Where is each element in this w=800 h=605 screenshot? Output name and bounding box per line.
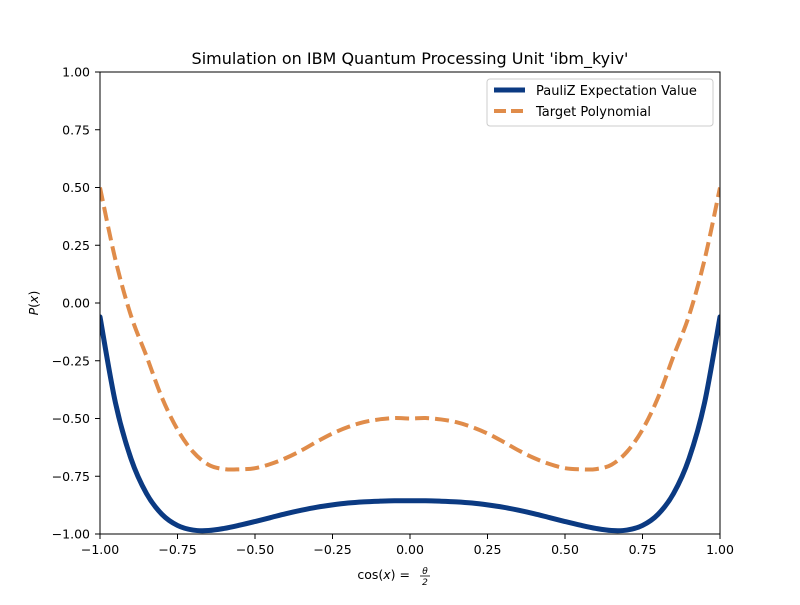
x-tick-label: 0.25 xyxy=(474,542,502,557)
x-axis-label-variable: x xyxy=(382,567,391,582)
x-tick-label: 0.50 xyxy=(551,542,579,557)
legend: PauliZ Expectation Value Target Polynomi… xyxy=(486,78,714,127)
x-tick-label: −0.75 xyxy=(158,542,196,557)
y-tick-label: 0.50 xyxy=(62,180,90,195)
series-line-pauliz-expectation xyxy=(100,314,720,534)
x-tick-label: 1.00 xyxy=(706,542,734,557)
chart-title: Simulation on IBM Quantum Processing Uni… xyxy=(192,49,629,69)
y-tick-label: −0.75 xyxy=(52,469,90,484)
legend-label-pauliz: PauliZ Expectation Value xyxy=(536,84,697,99)
legend-label-target: Target Polynomial xyxy=(535,105,651,120)
legend-frame xyxy=(486,78,714,127)
x-axis-label: cos(x) = xyxy=(357,567,410,582)
x-tick-label: −0.50 xyxy=(236,542,274,557)
x-axis: −1.00 −0.75 −0.50 −0.25 0.00 0.25 0.50 0.75 1.00 xyxy=(81,534,734,557)
y-tick-label: 0.00 xyxy=(62,296,90,311)
x-tick-label: −1.00 xyxy=(81,542,119,557)
x-axis-label-close: ) = xyxy=(391,567,410,582)
y-axis-label-open: ( xyxy=(26,303,41,308)
x-tick-label: −0.25 xyxy=(313,542,351,557)
x-axis-label-main: cos( xyxy=(357,567,383,582)
y-axis-label-main: P xyxy=(26,307,41,315)
y-tick-label: 0.25 xyxy=(62,238,90,253)
y-axis-label-close: ) xyxy=(26,291,41,296)
y-tick-label: 1.00 xyxy=(62,65,90,80)
y-tick-label: −0.50 xyxy=(52,411,90,426)
x-axis-label-fraction-denominator: 2 xyxy=(422,578,428,588)
x-tick-label: 0.00 xyxy=(396,542,424,557)
y-axis-label: P(x) xyxy=(26,291,41,316)
series-layer xyxy=(100,187,720,534)
x-tick-label: 0.75 xyxy=(629,542,657,557)
y-tick-label: −1.00 xyxy=(52,527,90,542)
x-axis-label-fraction-numerator: θ xyxy=(422,567,428,577)
y-axis-label-variable: x xyxy=(26,295,41,304)
y-tick-label: 0.75 xyxy=(62,122,90,137)
plot-area xyxy=(100,187,720,534)
y-tick-label: −0.25 xyxy=(52,353,90,368)
y-axis: −1.00 −0.75 −0.50 −0.25 0.00 0.25 0.50 0.75 1.00 xyxy=(52,65,100,542)
